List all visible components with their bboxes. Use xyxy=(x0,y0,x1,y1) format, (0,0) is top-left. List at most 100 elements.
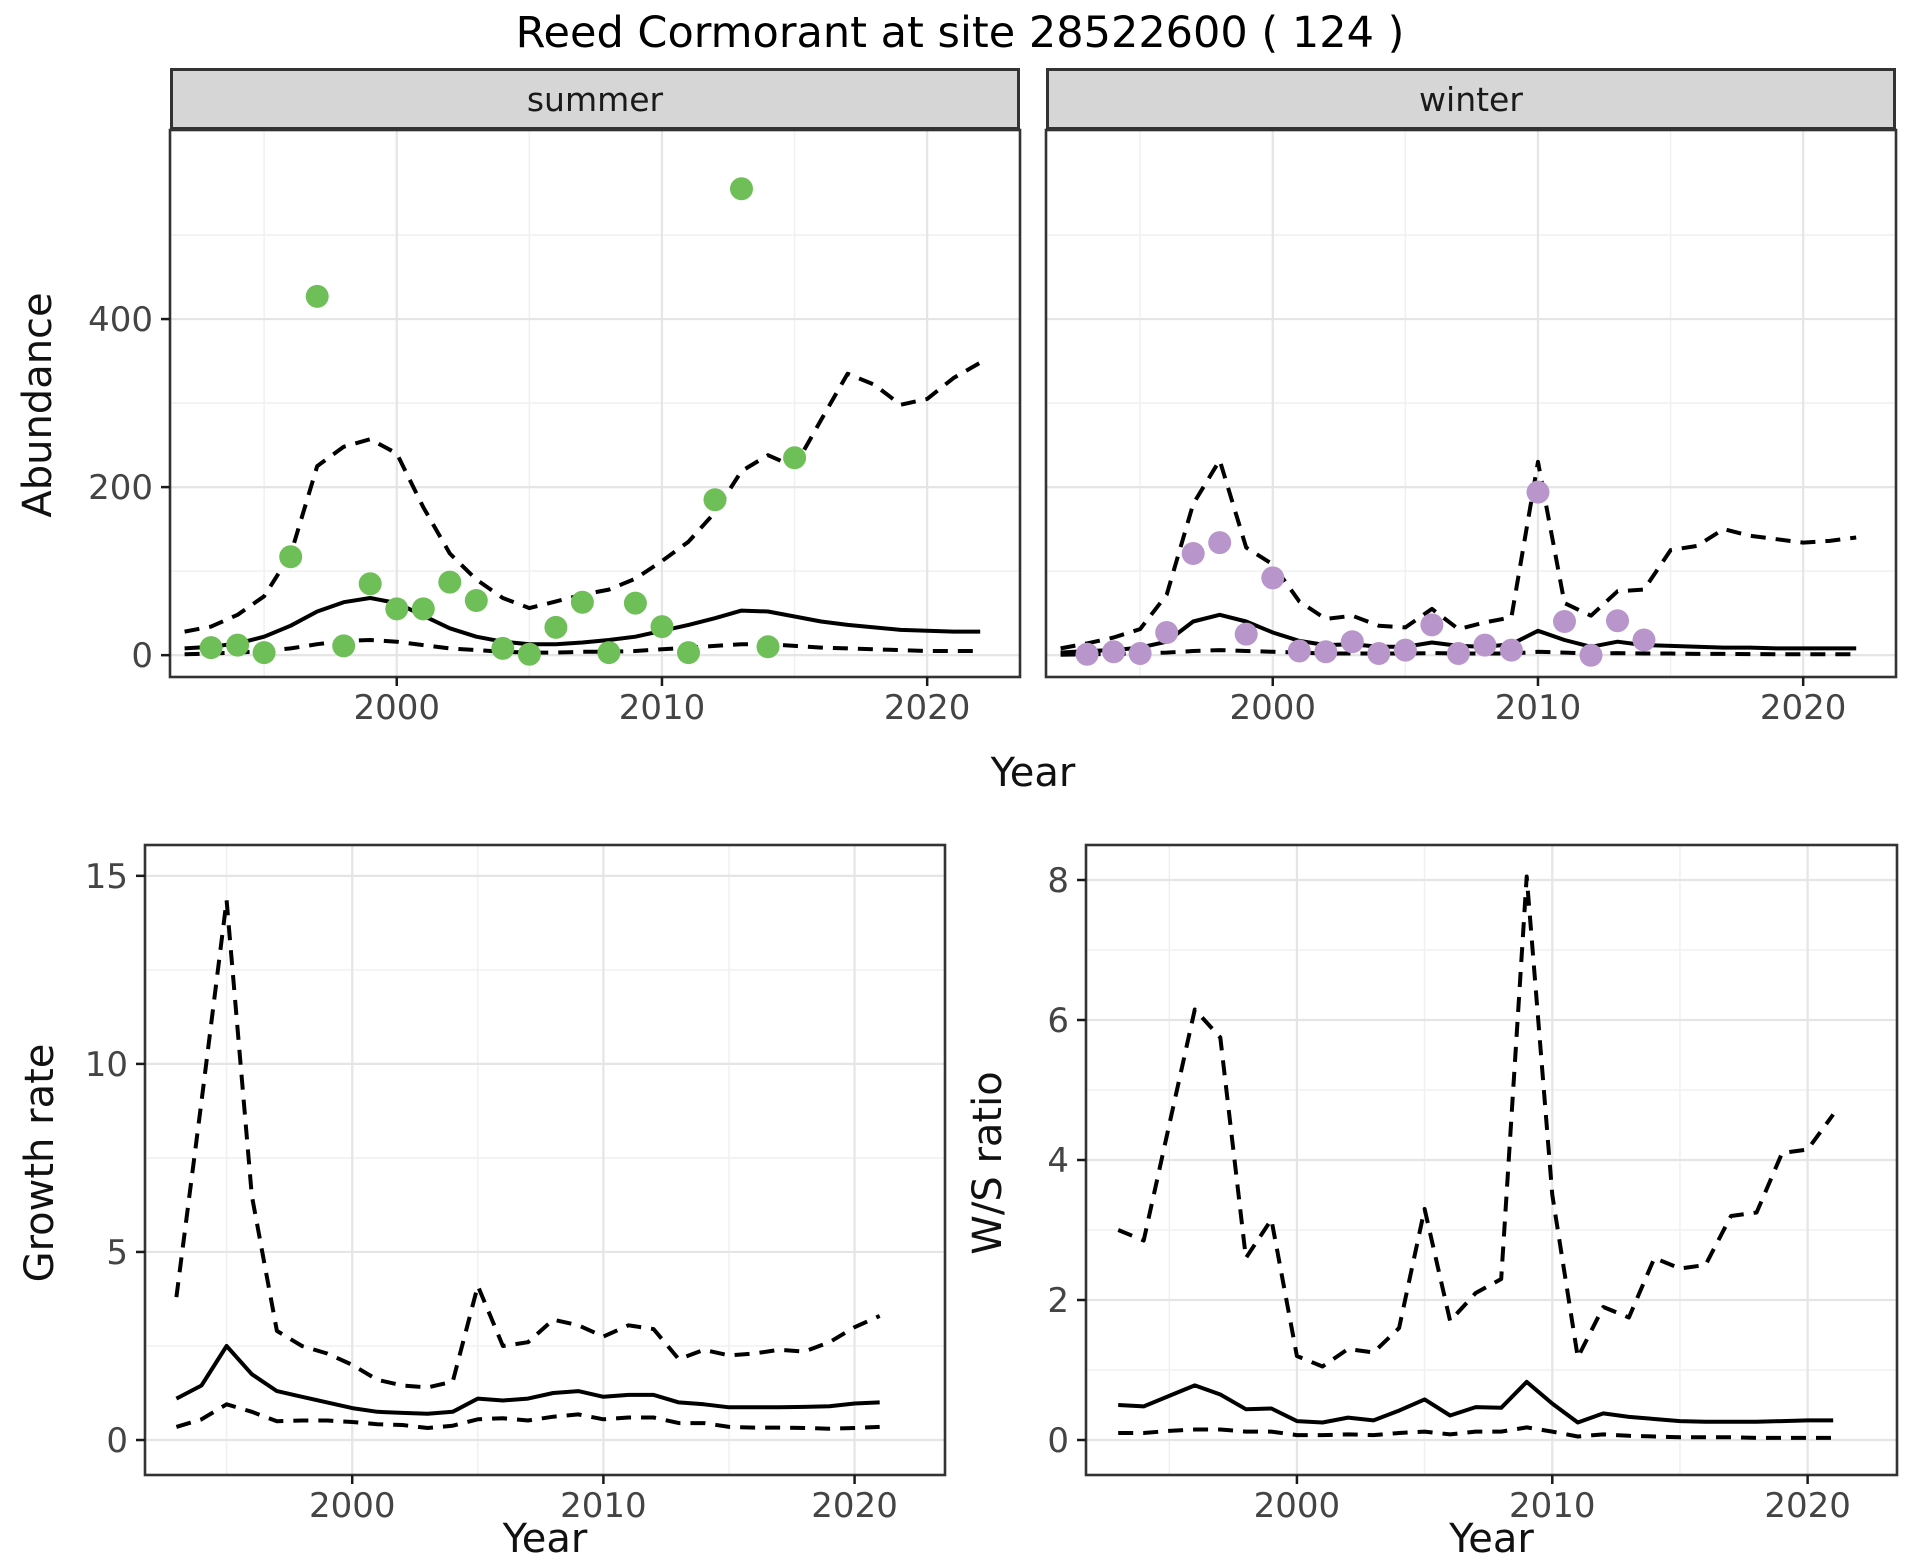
x-tick-label: 2000 xyxy=(353,688,440,728)
x-tick-label: 2000 xyxy=(1229,688,1316,728)
panel-ws-ratio: 2000 2010 2020 0 2 4 6 8 xyxy=(1047,843,1899,1526)
data-point xyxy=(1102,640,1126,664)
y-tick-label: 10 xyxy=(85,1045,128,1085)
panel-winter: 2000 2010 2020 xyxy=(1044,128,1898,728)
axis-ticks: 2000 2010 2020 0 2 4 6 8 xyxy=(1047,861,1851,1526)
series-upper_ci xyxy=(174,898,881,1390)
data-point xyxy=(677,641,700,665)
data-point xyxy=(544,615,568,639)
series-lower_ci xyxy=(1118,1425,1834,1440)
series-fit xyxy=(175,1344,880,1416)
data-point xyxy=(1367,642,1391,665)
data-point xyxy=(385,597,409,621)
y-tick-label: 0 xyxy=(106,1421,128,1461)
x-tick-label: 2010 xyxy=(1509,1486,1596,1526)
x-tick-label: 2020 xyxy=(1760,688,1847,728)
data-point xyxy=(199,636,223,660)
y-tick-label: 200 xyxy=(88,468,153,508)
series-lower_ci xyxy=(184,638,981,657)
y-tick-label: 6 xyxy=(1047,1001,1069,1041)
data-point xyxy=(1526,480,1550,504)
series-lower_ci xyxy=(1060,648,1857,657)
data-point xyxy=(464,589,488,612)
data-point xyxy=(1499,638,1523,662)
x-tick-label: 2020 xyxy=(1764,1486,1851,1526)
data-point xyxy=(1181,542,1205,565)
y-tick-label: 5 xyxy=(106,1233,128,1273)
series-upper_ci xyxy=(1117,874,1835,1369)
axis-ticks: 2000 2010 2020 0 200 400 xyxy=(88,300,970,728)
data-point xyxy=(438,570,462,594)
observation-points xyxy=(199,177,807,666)
data-point xyxy=(226,633,250,657)
gridlines xyxy=(1086,845,1897,1475)
data-point xyxy=(517,642,541,666)
axis-ticks: 2000 2010 2020 0 5 10 15 xyxy=(85,857,898,1526)
data-point xyxy=(411,597,435,621)
x-tick-label: 2010 xyxy=(560,1486,647,1526)
data-point xyxy=(491,636,515,660)
data-point xyxy=(1473,633,1497,657)
x-tick-label: 2010 xyxy=(619,688,706,728)
y-tick-label: 0 xyxy=(1047,1421,1069,1461)
data-point xyxy=(623,591,647,615)
data-point xyxy=(650,615,674,639)
y-tick-label: 15 xyxy=(85,857,128,897)
y-tick-label: 400 xyxy=(88,300,153,340)
top-year-axis-title: Year xyxy=(990,750,1076,796)
data-point xyxy=(1287,639,1311,663)
data-point xyxy=(1632,628,1656,652)
facet-strip-summer-label: summer xyxy=(526,79,664,119)
y-tick-label: 2 xyxy=(1047,1281,1069,1321)
data-point xyxy=(1553,610,1576,633)
series-fit xyxy=(1118,1379,1834,1425)
panel-growth-rate: 2000 2010 2020 0 5 10 15 xyxy=(85,843,947,1526)
data-point xyxy=(1155,621,1179,644)
data-point xyxy=(1208,531,1232,555)
data-point xyxy=(1075,642,1099,666)
data-point xyxy=(1128,642,1152,665)
y-tick-label: 0 xyxy=(131,636,153,676)
series-lower_ci xyxy=(175,1402,880,1431)
facet-strip-winter-label: winter xyxy=(1419,79,1523,119)
data-point xyxy=(358,572,382,596)
panel-border xyxy=(143,843,947,1477)
gridlines xyxy=(170,130,1020,677)
data-point xyxy=(305,284,329,308)
y-tick-label: 8 xyxy=(1047,861,1069,901)
data-point xyxy=(1606,609,1629,633)
page-title: Reed Cormorant at site 28522600 ( 124 ) xyxy=(515,8,1405,58)
data-point xyxy=(1340,630,1364,654)
data-point xyxy=(1234,622,1258,646)
panel-border xyxy=(1044,128,1898,679)
data-point xyxy=(783,446,807,470)
data-point xyxy=(730,177,753,201)
facet-strip-summer: summer xyxy=(170,68,1020,130)
data-point xyxy=(252,641,276,665)
data-point xyxy=(1579,643,1603,667)
panel-border xyxy=(168,128,1022,679)
data-point xyxy=(703,488,727,512)
series-fit xyxy=(184,596,981,651)
data-point xyxy=(1261,566,1285,590)
data-point xyxy=(1314,640,1338,664)
data-point xyxy=(1420,613,1444,637)
gridlines xyxy=(145,845,945,1475)
x-tick-label: 2000 xyxy=(1254,1486,1341,1526)
panel-summer: 2000 2010 2020 0 200 400 xyxy=(88,128,1022,728)
x-tick-label: 2020 xyxy=(811,1486,898,1526)
data-point xyxy=(1393,638,1417,662)
growth-year-axis-title: Year xyxy=(502,1516,588,1560)
data-point xyxy=(597,641,621,665)
axis-ticks: 2000 2010 2020 xyxy=(1229,677,1846,728)
data-point xyxy=(279,545,303,569)
data-point xyxy=(570,590,594,614)
y-tick-label: 4 xyxy=(1047,1141,1069,1181)
x-tick-label: 2020 xyxy=(884,688,971,728)
data-point xyxy=(1446,642,1470,665)
x-tick-label: 2010 xyxy=(1495,688,1582,728)
x-tick-label: 2000 xyxy=(309,1486,396,1526)
facet-strip-winter: winter xyxy=(1046,68,1896,130)
